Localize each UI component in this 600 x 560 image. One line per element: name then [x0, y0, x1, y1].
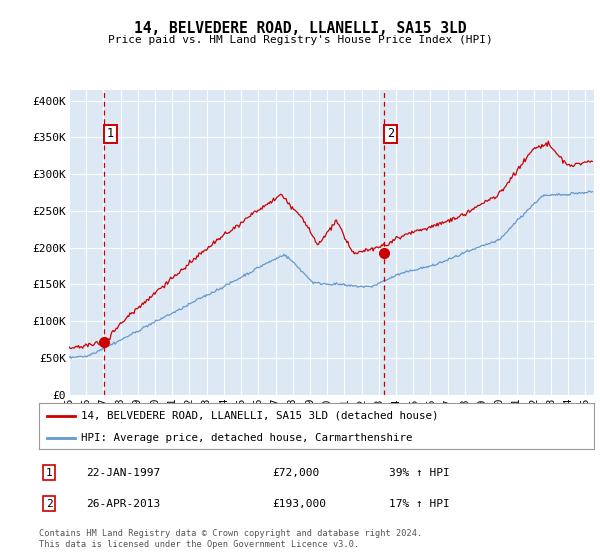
Text: 1: 1 — [107, 127, 114, 140]
Text: £193,000: £193,000 — [272, 499, 326, 509]
Text: 26-APR-2013: 26-APR-2013 — [86, 499, 160, 509]
Text: HPI: Average price, detached house, Carmarthenshire: HPI: Average price, detached house, Carm… — [80, 433, 412, 442]
Text: Contains HM Land Registry data © Crown copyright and database right 2024.
This d: Contains HM Land Registry data © Crown c… — [39, 529, 422, 549]
Text: 14, BELVEDERE ROAD, LLANELLI, SA15 3LD: 14, BELVEDERE ROAD, LLANELLI, SA15 3LD — [134, 21, 466, 36]
Text: 1: 1 — [46, 468, 52, 478]
Text: 14, BELVEDERE ROAD, LLANELLI, SA15 3LD (detached house): 14, BELVEDERE ROAD, LLANELLI, SA15 3LD (… — [80, 410, 438, 421]
Text: 2: 2 — [387, 127, 394, 140]
Text: £72,000: £72,000 — [272, 468, 319, 478]
Text: 2: 2 — [46, 499, 52, 509]
Text: 17% ↑ HPI: 17% ↑ HPI — [389, 499, 449, 509]
Text: Price paid vs. HM Land Registry's House Price Index (HPI): Price paid vs. HM Land Registry's House … — [107, 35, 493, 45]
Text: 22-JAN-1997: 22-JAN-1997 — [86, 468, 160, 478]
Text: 39% ↑ HPI: 39% ↑ HPI — [389, 468, 449, 478]
